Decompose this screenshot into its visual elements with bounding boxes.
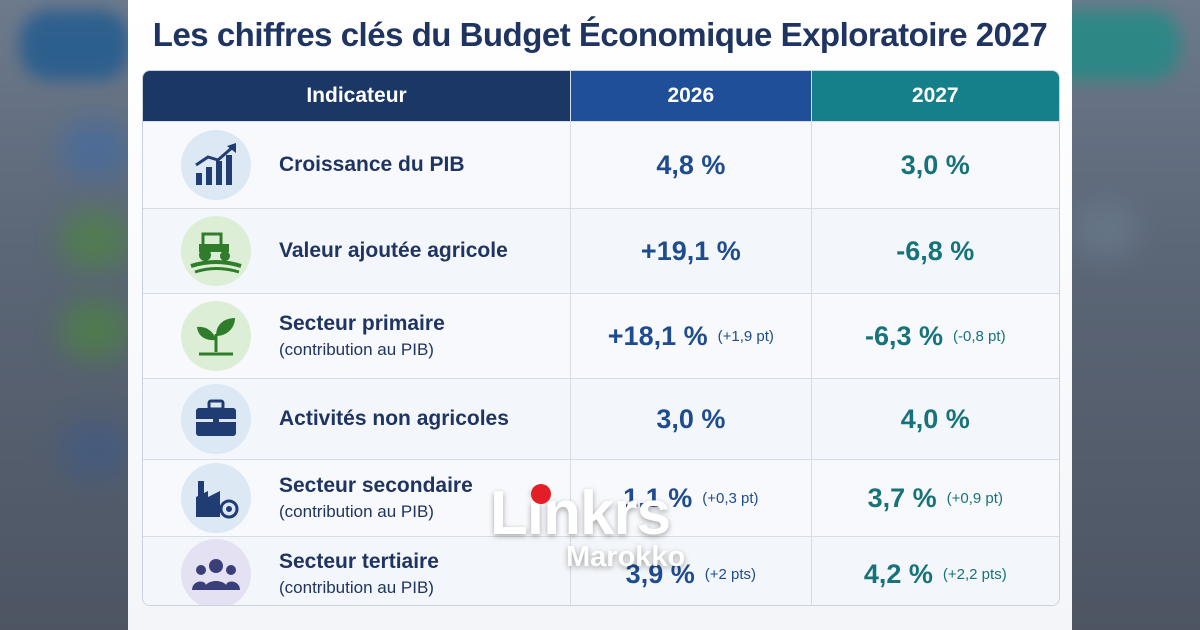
label-sub: (contribution au PIB): [279, 502, 434, 521]
value-text: 1,1 %: [623, 482, 693, 513]
background-left-bar: [20, 10, 130, 80]
value-text: +18,1 %: [607, 320, 708, 351]
delta-text: (+0,3 pt): [702, 489, 759, 507]
indicator-cell: Activités non agricoles: [143, 379, 570, 459]
table-row: Valeur ajoutée agricole +19,1 % -6,8 %: [143, 208, 1059, 293]
value-text: -6,8 %: [896, 235, 975, 266]
header-indicator: Indicateur: [143, 71, 571, 121]
value-2027: 3,0 %: [810, 122, 1059, 208]
label-main: Croissance du PIB: [279, 153, 465, 176]
value-2026: +18,1 % (+1,9 pt): [570, 294, 810, 378]
label-main: Secteur primaire: [279, 312, 445, 335]
indicator-cell: Secteur secondaire (contribution au PIB): [143, 460, 570, 536]
delta-text: (+0,9 pt): [946, 489, 1003, 507]
table-row: Secteur primaire (contribution au PIB) +…: [143, 293, 1059, 378]
background-blob: [60, 300, 130, 360]
indicator-label: Valeur ajoutée agricole: [279, 239, 508, 263]
indicator-label: Secteur secondaire (contribution au PIB): [279, 474, 473, 522]
table-header: Indicateur 2026 2027: [143, 71, 1059, 121]
delta-text: (+1,9 pt): [717, 327, 774, 345]
indicator-cell: Croissance du PIB: [143, 122, 570, 208]
value-text: +19,1 %: [640, 235, 741, 266]
label-sub: (contribution au PIB): [279, 578, 434, 597]
header-2027: 2027: [810, 71, 1059, 121]
indicator-cell: Secteur primaire (contribution au PIB): [143, 294, 570, 378]
table-row: Secteur tertiaire (contribution au PIB) …: [143, 536, 1059, 605]
value-text: 4,2 %: [863, 558, 933, 589]
growth-chart-icon: [181, 130, 251, 200]
value-text: 4,8 %: [656, 149, 726, 180]
label-main: Secteur secondaire: [279, 474, 473, 497]
indicator-label: Secteur primaire (contribution au PIB): [279, 312, 445, 360]
value-text: 3,0 %: [900, 149, 970, 180]
value-2027: 4,0 %: [810, 379, 1059, 459]
page-title: Les chiffres clés du Budget Économique E…: [152, 16, 1048, 53]
value-text: 4,0 %: [900, 403, 970, 434]
delta-text: (+2,2 pts): [942, 565, 1007, 583]
value-2027: -6,3 % (-0,8 pt): [810, 294, 1059, 378]
indicator-label: Croissance du PIB: [279, 153, 465, 177]
infographic-panel: Les chiffres clés du Budget Économique E…: [128, 0, 1072, 630]
value-2027: -6,8 %: [810, 209, 1059, 293]
factory-icon: [181, 463, 251, 533]
delta-text: (-0,8 pt): [953, 327, 1006, 345]
table-row: Activités non agricoles 3,0 % 4,0 %: [143, 378, 1059, 459]
label-sub: (contribution au PIB): [279, 340, 434, 359]
label-main: Activités non agricoles: [279, 407, 509, 430]
value-text: -6,3 %: [865, 320, 944, 351]
tractor-icon: [181, 216, 251, 286]
value-2026: 4,8 %: [570, 122, 810, 208]
background-blob: [1070, 200, 1140, 260]
table-row: Croissance du PIB 4,8 % 3,0 %: [143, 121, 1059, 208]
indicator-cell: Valeur ajoutée agricole: [143, 209, 570, 293]
value-text: 3,7 %: [867, 482, 937, 513]
indicator-label: Activités non agricoles: [279, 407, 509, 431]
logo-red-dot: [531, 484, 551, 504]
background-blob: [60, 210, 130, 270]
table-row: Secteur secondaire (contribution au PIB)…: [143, 459, 1059, 536]
sprout-icon: [181, 301, 251, 371]
value-2026: 1,1 % (+0,3 pt): [570, 460, 810, 536]
header-2026: 2026: [570, 71, 811, 121]
delta-text: (+2 pts): [704, 565, 756, 583]
value-text: 3,0 %: [656, 403, 726, 434]
indicator-cell: Secteur tertiaire (contribution au PIB): [143, 537, 570, 605]
indicator-label: Secteur tertiaire (contribution au PIB): [279, 550, 439, 598]
value-text: 3,9 %: [625, 558, 695, 589]
briefcase-icon: [181, 384, 251, 454]
value-2026: 3,0 %: [570, 379, 810, 459]
background-blob: [60, 420, 130, 480]
value-2027: 4,2 % (+2,2 pts): [810, 537, 1059, 605]
label-main: Secteur tertiaire: [279, 550, 439, 573]
label-main: Valeur ajoutée agricole: [279, 239, 508, 262]
logo-subtitle: Marokko: [566, 541, 686, 573]
value-2026: 3,9 % (+2 pts): [570, 537, 810, 605]
value-2026: +19,1 %: [570, 209, 810, 293]
people-icon: [181, 539, 251, 605]
indicators-table: Indicateur 2026 2027 Croissance du PIB 4…: [142, 70, 1060, 606]
value-2027: 3,7 % (+0,9 pt): [810, 460, 1059, 536]
background-blob: [60, 120, 130, 180]
logo-wordmark: Linkrs: [490, 479, 671, 548]
